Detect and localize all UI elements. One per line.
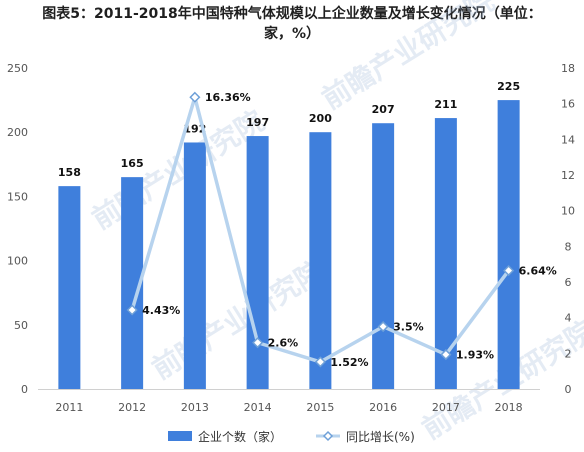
right-axis-tick-label: 16	[561, 98, 575, 111]
growth-value-label: 1.93%	[456, 349, 494, 362]
right-axis-tick-label: 8	[565, 240, 572, 253]
watermark-text: 前瞻产业研究院	[146, 254, 330, 386]
growth-data-labels: 4.43% 16.36% 2.6% 1.52% 3.5% 1.93% 6.64%	[142, 91, 557, 369]
x-axis-tick-label: 2011	[55, 401, 83, 414]
growth-value-label: 4.43%	[142, 304, 180, 317]
left-axis-tick-label: 50	[14, 319, 28, 332]
growth-point-marker	[252, 337, 264, 349]
right-axis-tick-label: 6	[565, 276, 572, 289]
bar-value-label: 158	[58, 166, 81, 179]
legend-bar-label: 企业个数（家）	[198, 429, 282, 444]
chart-title-line-1: 图表5：2011-2018年中国特种气体规模以上企业数量及增长变化情况（单位：	[42, 6, 542, 22]
left-axis-tick-label: 150	[7, 190, 28, 203]
legend: 企业个数（家） 同比增长(%)	[168, 429, 415, 444]
bar-value-label: 207	[372, 103, 395, 116]
bar	[434, 118, 457, 390]
bar	[246, 136, 269, 389]
right-axis-tick-label: 0	[565, 383, 572, 396]
growth-point-marker	[503, 265, 515, 277]
right-axis-tick-label: 18	[561, 62, 575, 75]
growth-value-label: 6.64%	[519, 265, 557, 278]
watermark-text: 前瞻产业研究院	[86, 104, 270, 236]
bar	[121, 177, 144, 389]
bar	[497, 100, 520, 389]
bar	[309, 132, 332, 389]
left-axis-tick-label: 100	[7, 255, 28, 268]
growth-value-label: 16.36%	[205, 91, 251, 104]
left-axis-tick-label: 200	[7, 126, 28, 139]
legend-bar-swatch	[168, 431, 192, 441]
bar	[58, 186, 81, 389]
right-axis-tick-label: 14	[561, 133, 575, 146]
legend-line-label: 同比增长(%)	[346, 430, 415, 444]
growth-point-marker	[126, 304, 138, 316]
x-axis-tick-label: 2018	[495, 401, 523, 414]
right-axis-tick-label: 4	[565, 312, 572, 325]
growth-value-label: 1.52%	[330, 356, 368, 369]
legend-line-marker	[322, 430, 334, 442]
growth-value-label: 2.6%	[268, 337, 299, 350]
x-axis-tick-label: 2015	[306, 401, 334, 414]
x-axis: 2011 2012 2013 2014 2015 2016 2017 2018	[38, 389, 540, 414]
right-axis-tick-label: 12	[561, 169, 575, 182]
right-axis-tick-label: 10	[561, 205, 575, 218]
growth-point-marker	[189, 91, 201, 103]
chart-title-line-2: 家，%）	[263, 26, 321, 42]
growth-point-marker	[314, 356, 326, 368]
growth-value-label: 3.5%	[393, 321, 424, 334]
left-axis-tick-label: 250	[7, 62, 28, 75]
left-axis: 0 50 100 150 200 250	[7, 62, 28, 396]
growth-point-marker	[377, 321, 389, 333]
bar-value-label: 197	[246, 116, 269, 129]
growth-line-series	[126, 91, 515, 368]
bar-value-label: 200	[309, 112, 332, 125]
x-axis-tick-label: 2013	[181, 401, 209, 414]
bar-value-label: 165	[121, 157, 144, 170]
x-axis-tick-label: 2016	[369, 401, 397, 414]
bar-value-label: 211	[434, 98, 457, 111]
x-axis-tick-label: 2017	[432, 401, 460, 414]
growth-point-marker	[440, 349, 452, 361]
left-axis-tick-label: 0	[21, 383, 28, 396]
right-axis: 0 2 4 6 8 10 12 14 16 18	[561, 62, 575, 396]
bar	[372, 123, 395, 389]
chart-title: 图表5：2011-2018年中国特种气体规模以上企业数量及增长变化情况（单位： …	[0, 4, 584, 44]
x-axis-tick-label: 2014	[244, 401, 272, 414]
x-axis-tick-label: 2012	[118, 401, 146, 414]
bar-value-label: 225	[497, 80, 520, 93]
watermark-text: 前瞻产业研究院	[316, 0, 500, 116]
bar	[183, 142, 206, 389]
right-axis-tick-label: 2	[565, 347, 572, 360]
